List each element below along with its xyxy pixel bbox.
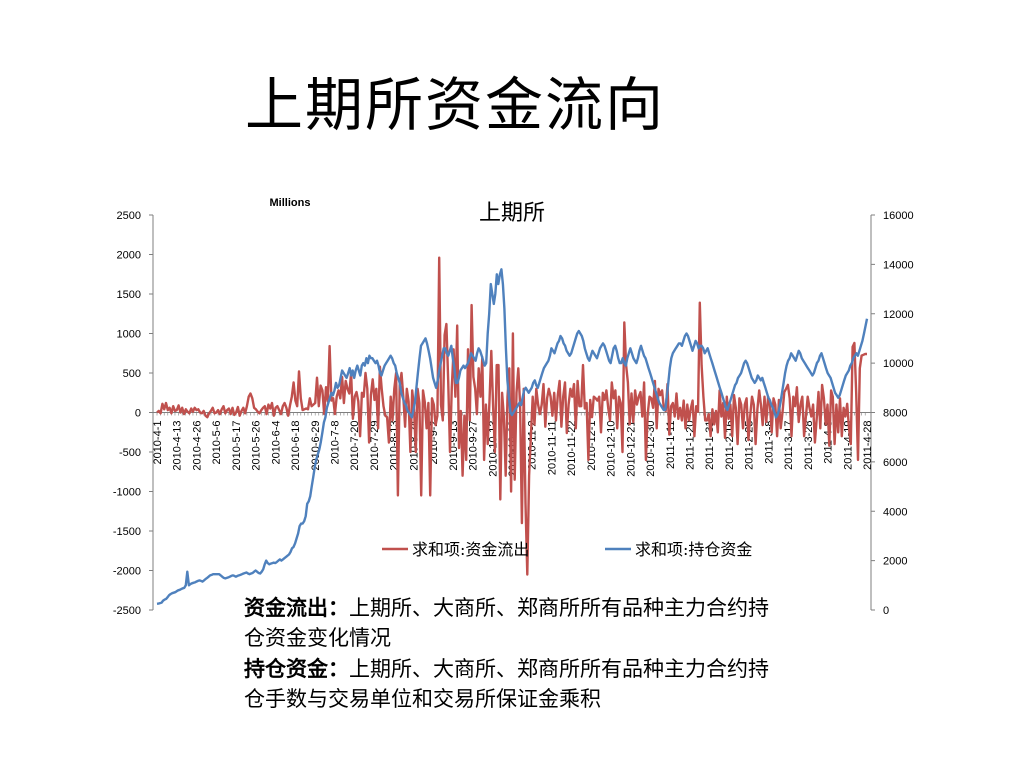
right-axis-tick-label: 6000 bbox=[883, 457, 907, 469]
right-axis-tick-label: 4000 bbox=[883, 506, 907, 518]
x-axis-tick-label: 2011-4-28 bbox=[862, 421, 874, 470]
right-axis-tick-label: 16000 bbox=[883, 210, 914, 222]
left-axis-tick-label: 500 bbox=[123, 368, 141, 380]
x-axis-tick-label: 2010-5-26 bbox=[251, 421, 263, 471]
legend: 求和项:资金流出 求和项:持仓资金 bbox=[382, 540, 752, 559]
caption-holdings-term: 持仓资金： bbox=[244, 656, 349, 681]
x-axis-tick-label: 2010-12-21 bbox=[625, 421, 637, 477]
legend-label: 求和项:持仓资金 bbox=[635, 540, 752, 559]
caption-holdings: 持仓资金：上期所、大商所、郑商所所有品种主力合约持仓手数与交易单位和交易所保证金… bbox=[244, 654, 789, 714]
x-axis-tick-label: 2010-6-4 bbox=[270, 421, 282, 465]
left-axis-tick-label: 2000 bbox=[117, 250, 141, 262]
left-axis-tick-label: 1000 bbox=[117, 329, 141, 341]
x-axis-tick-label: 2011-1-11 bbox=[665, 421, 677, 470]
x-axis-tick-label: 2010-4-13 bbox=[172, 421, 184, 471]
chart-unit-label: Millions bbox=[270, 197, 311, 209]
left-axis-tick-label: -2500 bbox=[113, 605, 141, 617]
x-axis-tick-label: 2010-7-20 bbox=[349, 421, 361, 471]
left-axis-tick-label: 0 bbox=[135, 408, 141, 420]
caption-outflow-text: 上期所、大商所、郑商所所有品种主力合约持仓资金变化情况 bbox=[244, 596, 769, 650]
right-axis-tick-label: 2000 bbox=[883, 556, 907, 568]
left-axis-tick-label: -1000 bbox=[113, 487, 141, 499]
series-line-outflow bbox=[156, 256, 867, 576]
x-axis-tick-label: 2011-1-31 bbox=[704, 421, 716, 470]
x-axis-tick-label: 2010-7-8 bbox=[330, 421, 342, 465]
x-axis-tick-label: 2010-7-29 bbox=[369, 421, 381, 471]
left-axis-tick-label: -1500 bbox=[113, 526, 141, 538]
left-axis-tick-label: -2000 bbox=[113, 566, 141, 578]
x-axis-tick-label: 2011-3-8 bbox=[763, 421, 775, 464]
right-axis: 16000 14000 12000 10000 8000 6000 4000 2000 0 bbox=[870, 210, 914, 617]
right-axis-tick-label: 0 bbox=[883, 605, 889, 617]
right-axis-tick-label: 12000 bbox=[883, 309, 914, 321]
left-axis-tick-label: -500 bbox=[119, 447, 141, 459]
left-axis-tick-label: 2500 bbox=[117, 210, 141, 222]
series-layer bbox=[156, 256, 869, 605]
left-axis: 2500 2000 1500 1000 500 0 -500 -1000 -1500 -2000 -… bbox=[113, 210, 154, 617]
left-axis-tick-label: 1500 bbox=[117, 289, 141, 301]
caption-outflow-term: 资金流出： bbox=[244, 595, 349, 620]
legend-label: 求和项:资金流出 bbox=[412, 540, 529, 559]
right-axis-tick-label: 14000 bbox=[883, 259, 914, 271]
x-axis-tick-label: 2010-12-10 bbox=[606, 421, 618, 477]
x-axis-tick-label: 2010-4-1 bbox=[152, 421, 164, 465]
x-axis-tick-label: 2011-2-25 bbox=[744, 421, 756, 470]
x-axis-tick-label: 2010-6-18 bbox=[290, 421, 302, 471]
x-axis-tick-label: 2010-5-17 bbox=[231, 421, 243, 471]
caption-holdings-text: 上期所、大商所、郑商所所有品种主力合约持仓手数与交易单位和交易所保证金乘积 bbox=[244, 657, 769, 711]
x-axis-tick-label: 2010-5-6 bbox=[211, 421, 223, 465]
x-axis-tick-label: 2010-11-22 bbox=[566, 421, 578, 476]
caption-outflow: 资金流出：上期所、大商所、郑商所所有品种主力合约持仓资金变化情况 bbox=[244, 593, 789, 653]
slide-title: 上期所资金流向 bbox=[245, 71, 666, 139]
chart-title: 上期所 bbox=[479, 201, 545, 226]
x-axis-tick-label: 2010-6-29 bbox=[310, 421, 322, 471]
right-axis-tick-label: 10000 bbox=[883, 358, 914, 370]
x-axis-tick-label: 2010-9-27 bbox=[468, 421, 480, 471]
x-axis-tick-label: 2010-4-26 bbox=[191, 421, 203, 471]
series-line-holdings bbox=[156, 268, 869, 605]
x-axis-tick-label: 2011-3-28 bbox=[803, 421, 815, 470]
right-axis-tick-label: 8000 bbox=[883, 408, 907, 420]
x-axis-tick-label: 2010-11-11 bbox=[546, 421, 558, 476]
x-axis-tick-label: 2011-3-17 bbox=[783, 421, 795, 470]
